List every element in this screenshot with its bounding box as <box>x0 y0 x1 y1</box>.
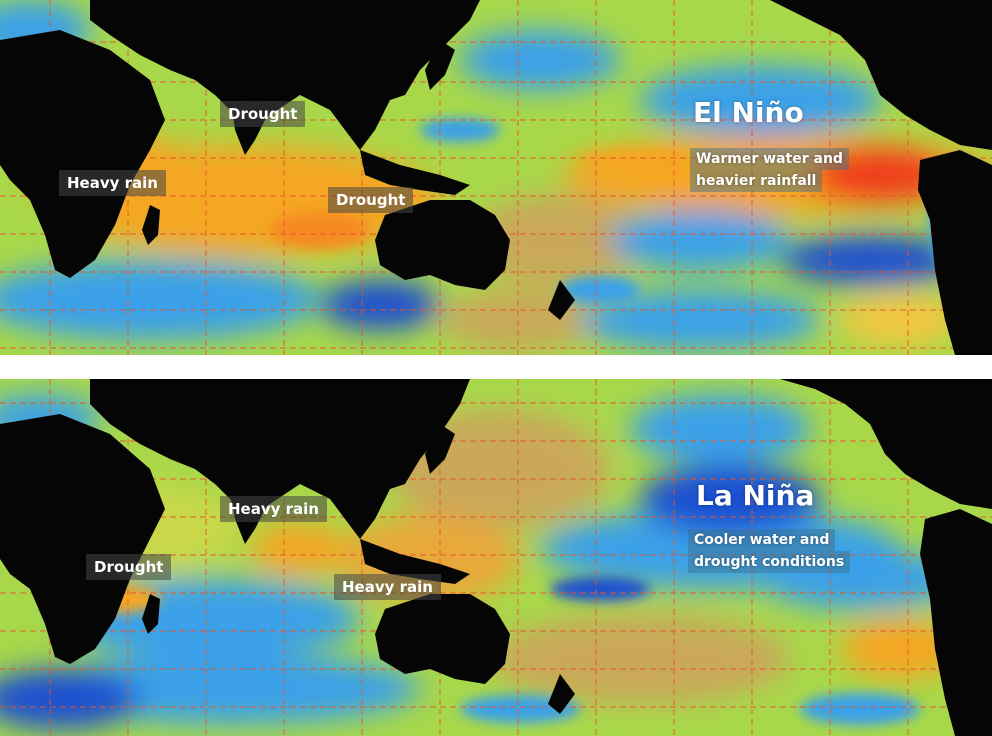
heavy-rain-africa-label: Heavy rain <box>59 170 166 196</box>
new-zealand-landmass <box>548 280 575 320</box>
australia-landmass <box>375 200 510 290</box>
el-nino-sst-map <box>0 0 992 355</box>
south-america-landmass <box>918 150 992 355</box>
north-america-landmass <box>770 0 992 150</box>
el-nino-description-line1: Warmer water and <box>690 148 849 170</box>
southeast-asia-islands <box>360 539 470 584</box>
southeast-asia-islands <box>360 150 470 195</box>
el-nino-map-panel: Heavy rain Drought Drought El Niño Warme… <box>0 0 992 355</box>
la-nina-title: La Niña <box>696 479 815 512</box>
drought-africa-label: Drought <box>86 554 172 580</box>
africa-landmass <box>0 414 165 664</box>
drought-australia-label: Drought <box>328 187 414 213</box>
drought-india-label: Drought <box>220 101 306 127</box>
madagascar-landmass <box>142 594 160 634</box>
new-zealand-landmass <box>548 674 575 714</box>
japan-landmass <box>425 40 455 90</box>
el-nino-title: El Niño <box>693 96 804 129</box>
la-nina-description-line1: Cooler water and <box>688 529 836 551</box>
madagascar-landmass <box>142 205 160 245</box>
australia-landmass <box>375 594 510 684</box>
japan-landmass <box>425 424 455 474</box>
la-nina-description: Cooler water and drought conditions <box>688 529 851 573</box>
eurasia-landmass <box>90 0 480 150</box>
south-america-landmass <box>920 509 992 736</box>
eurasia-landmass <box>90 379 470 539</box>
la-nina-map-panel: Drought Heavy rain Heavy rain La Niña Co… <box>0 379 992 736</box>
africa-landmass <box>0 30 165 278</box>
la-nina-description-line2: drought conditions <box>688 551 851 573</box>
heavy-rain-australia-label: Heavy rain <box>334 574 441 600</box>
landmasses <box>0 379 992 736</box>
north-america-landmass <box>780 379 992 509</box>
el-nino-description: Warmer water and heavier rainfall <box>690 148 849 192</box>
el-nino-description-line2: heavier rainfall <box>690 170 823 192</box>
heavy-rain-india-label: Heavy rain <box>220 496 327 522</box>
panel-separator <box>0 355 992 379</box>
